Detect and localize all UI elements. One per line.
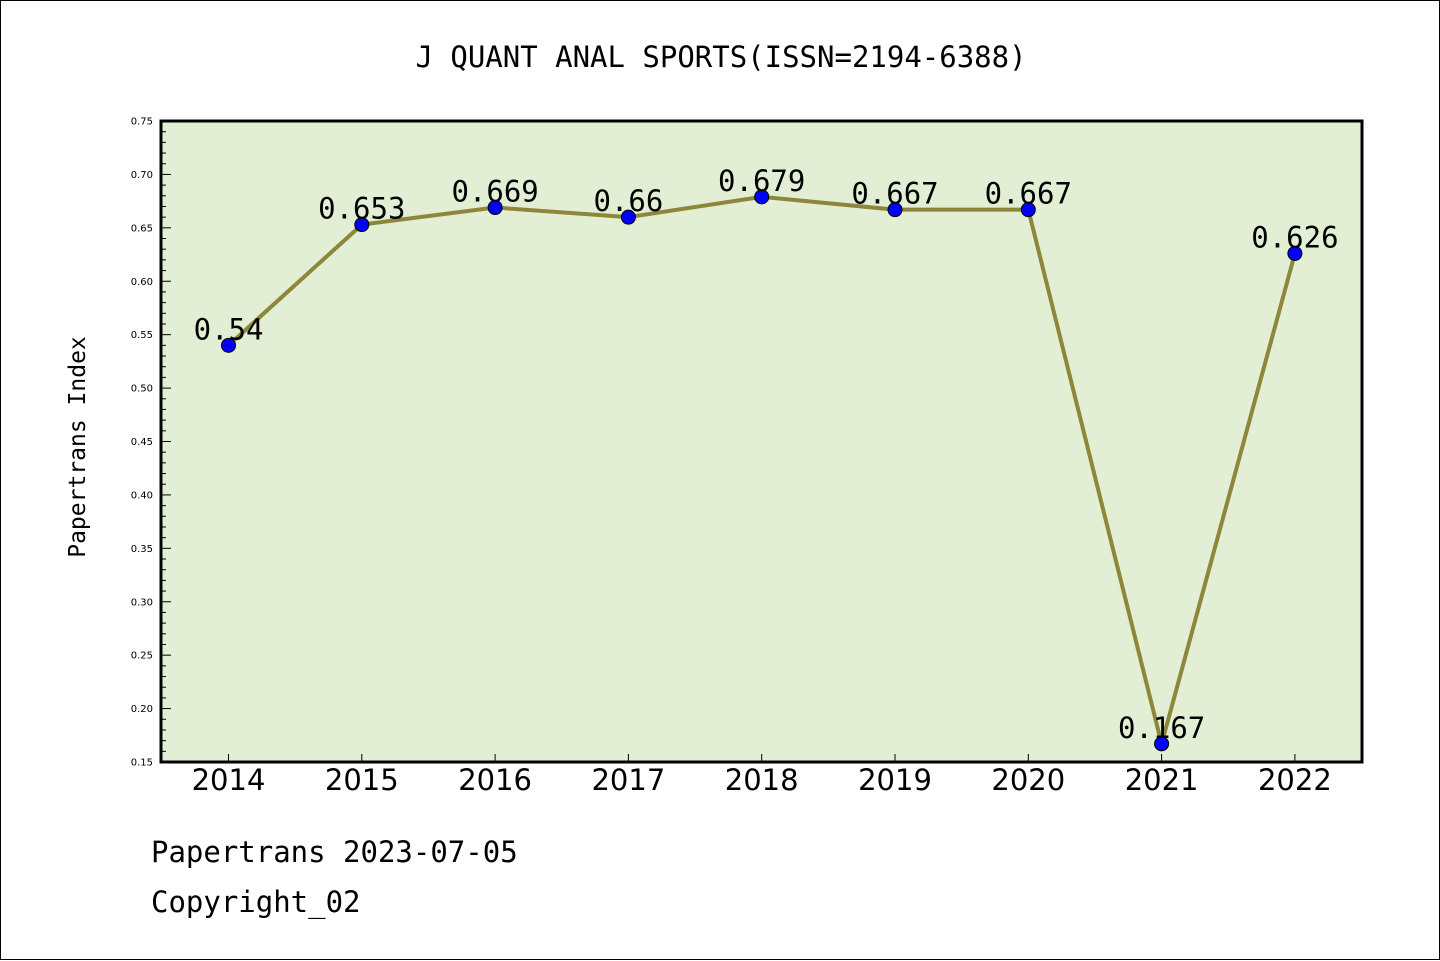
data-label: 0.667: [985, 177, 1072, 211]
series-group: [221, 189, 1303, 752]
y-tick-label: 0.20: [131, 704, 153, 715]
y-tick-label: 0.70: [131, 170, 153, 181]
data-label: 0.626: [1251, 220, 1338, 254]
x-tick-label: 2021: [1125, 763, 1199, 797]
data-label: 0.66: [593, 184, 663, 218]
data-label: 0.653: [318, 192, 405, 226]
data-label: 0.54: [194, 312, 264, 346]
data-label: 0.167: [1118, 711, 1205, 745]
x-tick-label: 2017: [591, 763, 665, 797]
data-point: [620, 209, 636, 225]
data-label: 0.679: [718, 164, 805, 198]
x-tick-label: 2014: [192, 763, 266, 797]
y-tick-label: 0.55: [131, 330, 153, 341]
chart-title: J QUANT ANAL SPORTS(ISSN=2194-6388): [415, 40, 1026, 74]
data-labels: 0.54 0.653 0.669 0.66 0.679 0.667 0.667 0.167 0.…: [194, 164, 1339, 745]
x-tick-label: 2016: [458, 763, 532, 797]
data-point: [887, 202, 903, 218]
y-tick-label: 0.50: [131, 384, 153, 395]
data-point: [354, 217, 370, 233]
y-tick-label: 0.40: [131, 490, 153, 501]
x-tick-label: 2019: [858, 763, 932, 797]
x-tick-label: 2022: [1258, 763, 1332, 797]
y-tick-label: 0.25: [131, 651, 153, 662]
y-tick-label: 0.65: [131, 223, 153, 234]
data-point: [221, 337, 236, 353]
data-label: 0.667: [851, 177, 938, 211]
data-label: 0.669: [451, 175, 538, 209]
plot-border: [159, 119, 1364, 764]
data-point: [1154, 736, 1170, 752]
y-tick-label: 0.35: [131, 544, 153, 555]
y-tick-label: 0.45: [131, 437, 153, 448]
y-tick-label: 0.30: [131, 597, 153, 608]
data-point: [1020, 202, 1036, 218]
x-tick-label: 2018: [725, 763, 799, 797]
data-point: [754, 189, 770, 205]
data-point: [1287, 245, 1303, 261]
y-tick-label: 0.60: [131, 277, 153, 288]
y-tick-label: 0.75: [131, 117, 153, 128]
y-axis-label: Papertrans Index: [65, 336, 91, 558]
data-point: [487, 200, 503, 216]
y-tick-label: 0.15: [131, 758, 153, 769]
footer-date: Papertrans 2023-07-05: [151, 835, 518, 869]
y-axis: 0.15 0.20 0.25 0.30 0.35 0.40 0.45 0.50 0.55 0.60…: [131, 117, 171, 769]
x-tick-label: 2015: [325, 763, 399, 797]
x-axis: 2014 2015 2016 2017 2018 2019 2020 2021 2022: [192, 754, 1332, 797]
footer-copyright: Copyright_02: [151, 885, 361, 919]
x-tick-label: 2020: [991, 763, 1065, 797]
